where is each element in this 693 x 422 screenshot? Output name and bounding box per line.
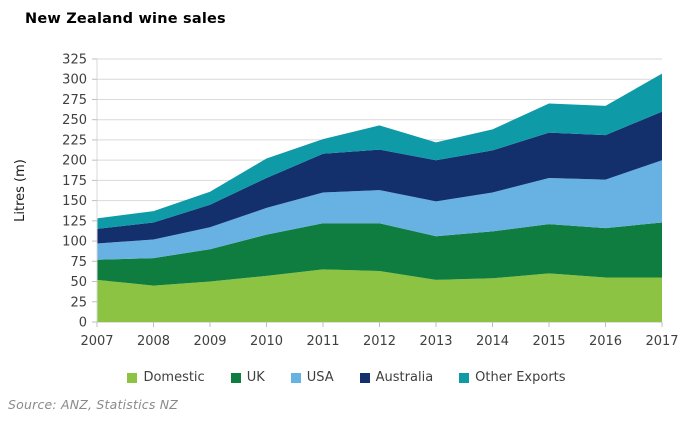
x-tick-label: 2017 — [645, 334, 678, 349]
y-tick-label: 200 — [62, 154, 87, 169]
x-tick-label: 2013 — [419, 334, 452, 349]
y-tick-label: 250 — [62, 113, 87, 128]
legend-item-usa: USA — [290, 370, 334, 385]
legend-label-australia: Australia — [375, 370, 434, 385]
y-tick-label: 50 — [70, 275, 87, 290]
y-tick-label: 175 — [62, 174, 87, 189]
y-tick-label: 125 — [62, 214, 87, 229]
x-tick-label: 2014 — [476, 334, 509, 349]
source-note: Source: ANZ, Statistics NZ — [8, 397, 179, 412]
x-tick-label: 2010 — [250, 334, 283, 349]
legend-label-usa: USA — [306, 370, 334, 385]
x-tick-label: 2015 — [532, 334, 565, 349]
area-series-domestic — [97, 269, 662, 322]
y-tick-label: 100 — [62, 235, 87, 250]
x-tick-label: 2007 — [80, 334, 113, 349]
legend-item-other-exports: Other Exports — [459, 370, 566, 385]
legend-item-domestic: Domestic — [127, 370, 205, 385]
legend-label-domestic: Domestic — [143, 370, 205, 385]
area-series-other-exports — [97, 73, 662, 229]
y-tick-label: 25 — [70, 295, 87, 310]
x-tick-label: 2011 — [306, 334, 339, 349]
legend-item-uk: UK — [230, 370, 265, 385]
y-tick-label: 225 — [62, 133, 87, 148]
legend-item-australia: Australia — [359, 370, 434, 385]
legend-swatch-uk — [230, 372, 241, 383]
area-series-australia — [97, 111, 662, 244]
y-tick-label: 75 — [70, 255, 87, 270]
y-axis-label: Litres (m) — [13, 159, 28, 222]
chart-title: New Zealand wine sales — [25, 11, 226, 27]
y-tick-label: 300 — [62, 73, 87, 88]
legend-label-uk: UK — [246, 370, 265, 385]
legend-label-other-exports: Other Exports — [475, 370, 566, 385]
y-tick-label: 0 — [79, 316, 87, 331]
legend-swatch-usa — [290, 372, 301, 383]
x-tick-label: 2009 — [193, 334, 226, 349]
chart-legend: Domestic UK USA Australia Other Exports — [0, 370, 693, 385]
x-tick-label: 2012 — [363, 334, 396, 349]
area-series-uk — [97, 222, 662, 286]
area-series-usa — [97, 160, 662, 260]
x-tick-label: 2008 — [137, 334, 170, 349]
x-tick-label: 2016 — [589, 334, 622, 349]
y-tick-label: 150 — [62, 194, 87, 209]
legend-swatch-australia — [359, 372, 370, 383]
y-tick-label: 325 — [62, 53, 87, 68]
legend-swatch-other-exports — [459, 372, 470, 383]
legend-swatch-domestic — [127, 372, 138, 383]
y-tick-label: 275 — [62, 93, 87, 108]
